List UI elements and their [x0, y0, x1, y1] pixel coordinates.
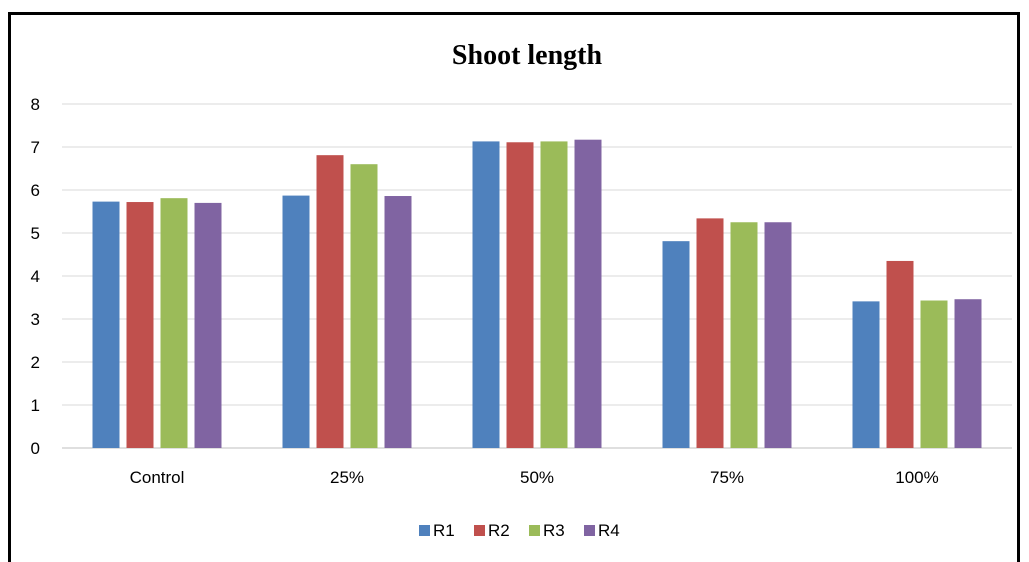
legend-label-r4: R4 — [598, 521, 620, 540]
chart-frame — [8, 12, 1020, 562]
x-tick-label: Control — [130, 468, 185, 487]
bar-r2-0 — [126, 202, 154, 448]
y-tick-label: 5 — [31, 224, 40, 243]
legend-swatch-r1 — [419, 525, 430, 536]
bar-r1-3 — [662, 241, 690, 448]
y-tick-label: 8 — [31, 95, 40, 114]
bar-r3-3 — [730, 222, 758, 448]
bar-r1-1 — [282, 195, 310, 448]
legend-swatch-r2 — [474, 525, 485, 536]
bar-r3-4 — [920, 300, 948, 448]
bar-r1-0 — [92, 201, 120, 448]
bars — [92, 139, 982, 449]
bar-r3-0 — [160, 198, 188, 448]
bar-r3-2 — [540, 141, 568, 448]
x-tick-label: 100% — [895, 468, 938, 487]
bar-r4-3 — [764, 222, 792, 448]
x-axis-ticks: Control 25% 50% 75% 100% — [130, 468, 939, 487]
bar-r4-2 — [574, 139, 602, 448]
x-tick-label: 50% — [520, 468, 554, 487]
y-tick-label: 7 — [31, 138, 40, 157]
bar-r4-4 — [954, 299, 982, 448]
y-axis-ticks: 0 1 2 3 4 5 6 7 8 — [31, 95, 40, 458]
bar-r4-1 — [384, 196, 412, 448]
x-tick-label: 75% — [710, 468, 744, 487]
bar-r1-4 — [852, 301, 880, 448]
bar-r2-2 — [506, 142, 534, 448]
y-tick-label: 1 — [31, 396, 40, 415]
x-tick-label: 25% — [330, 468, 364, 487]
y-tick-label: 2 — [31, 353, 40, 372]
bar-r3-1 — [350, 164, 378, 448]
y-tick-label: 4 — [31, 267, 40, 286]
bar-r1-2 — [472, 141, 500, 448]
bar-r2-3 — [696, 218, 724, 448]
legend-label-r1: R1 — [433, 521, 455, 540]
chart-title: Shoot length — [452, 40, 603, 71]
y-tick-label: 6 — [31, 181, 40, 200]
legend-swatch-r4 — [584, 525, 595, 536]
legend-label-r3: R3 — [543, 521, 565, 540]
bar-r2-1 — [316, 155, 344, 449]
y-tick-label: 0 — [31, 439, 40, 458]
bar-r4-0 — [194, 202, 222, 448]
bar-r2-4 — [886, 260, 914, 448]
y-tick-label: 3 — [31, 310, 40, 329]
legend: R1 R2 R3 R4 — [419, 521, 620, 540]
legend-label-r2: R2 — [488, 521, 510, 540]
legend-swatch-r3 — [529, 525, 540, 536]
